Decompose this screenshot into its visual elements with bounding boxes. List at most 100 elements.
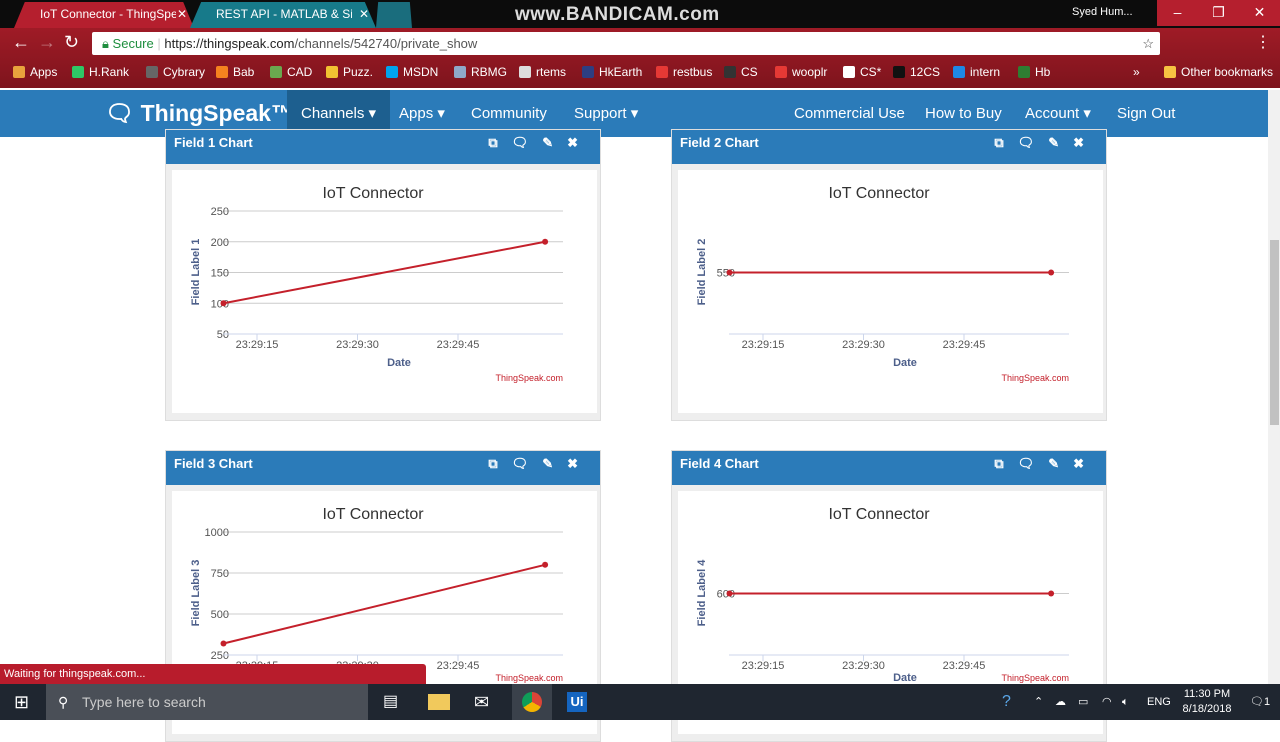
edit-icon[interactable]: ✎ <box>1048 456 1074 471</box>
logo-speech-icon: 🗨︎ <box>105 100 135 126</box>
bookmark-cad[interactable]: CAD <box>270 65 312 79</box>
separator: | <box>157 36 165 51</box>
bookmark-hkearth[interactable]: HkEarth <box>582 65 642 79</box>
clock[interactable]: 11:30 PM 8/18/2018 <box>1182 687 1232 717</box>
bookmark-restbus[interactable]: restbus <box>656 65 712 79</box>
bookmark-puzz[interactable]: Puzz. <box>326 65 373 79</box>
task-view-icon[interactable]: ▤ <box>383 693 399 710</box>
comment-icon[interactable]: 🗨︎ <box>1017 135 1049 150</box>
bookmark-label: intern <box>970 65 1001 79</box>
edit-icon[interactable]: ✎ <box>1048 135 1074 150</box>
tab-rest-api[interactable]: REST API - MATLAB & Si ✕ <box>190 2 376 28</box>
wifi-icon[interactable]: ◠ <box>1102 696 1112 708</box>
help-icon[interactable]: ? <box>1002 693 1011 710</box>
close-tab-icon[interactable]: ✕ <box>176 7 187 21</box>
uipath-icon[interactable]: Ui <box>567 692 587 712</box>
bookmark-rbmg[interactable]: RBMG <box>454 65 507 79</box>
chevron-up-icon[interactable]: ⌃ <box>1034 696 1044 708</box>
bookmark-bab[interactable]: Bab <box>216 65 254 79</box>
close-icon[interactable]: ✖ <box>567 135 592 150</box>
bookmark-12cs[interactable]: 12CS <box>893 65 940 79</box>
windows-start-icon[interactable]: ⊞ <box>14 692 30 712</box>
taskbar-search[interactable]: ⚲ Type here to search <box>46 684 368 720</box>
tab-title: IoT Connector - ThingSpe <box>40 7 176 21</box>
bookmark-intern[interactable]: intern <box>953 65 1000 79</box>
forward-icon[interactable]: → <box>38 32 56 52</box>
tab-iot-connector[interactable]: IoT Connector - ThingSpe ✕ <box>14 2 194 28</box>
bookmark-cs[interactable]: CS* <box>843 65 881 79</box>
nav-how[interactable]: How to Buy <box>925 105 1002 122</box>
panel-title: Field 3 Chart <box>174 456 253 471</box>
panel-header: Field 3 Chart ⧉🗨︎✎✖ <box>166 451 600 485</box>
bookmark-rtems[interactable]: rtems <box>519 65 566 79</box>
menu-icon[interactable]: ⋮ <box>1255 34 1271 51</box>
bookmark-icon <box>519 66 531 78</box>
bookmark-hb[interactable]: Hb <box>1018 65 1050 79</box>
bookmark-hrank[interactable]: H.Rank <box>72 65 129 79</box>
nav-commercial[interactable]: Commercial Use <box>794 105 905 122</box>
bookmark-icon <box>454 66 466 78</box>
open-external-icon[interactable]: ⧉ <box>488 456 512 471</box>
y-axis-label: Field Label 3 <box>190 560 202 627</box>
bookmark-label: HkEarth <box>599 65 643 79</box>
chrome-taskbar-button[interactable] <box>512 684 552 720</box>
comment-icon[interactable]: 🗨︎ <box>1017 456 1049 471</box>
y-axis-label: Field Label 2 <box>696 239 708 306</box>
bookmark-wooplr[interactable]: wooplr <box>775 65 827 79</box>
notification-count: 1 <box>1263 696 1271 708</box>
bookmark-label: restbus <box>673 65 713 79</box>
other-bookmarks-label: Other bookmarks <box>1181 65 1274 79</box>
close-icon[interactable]: ✖ <box>567 456 592 471</box>
x-tick-label: 23:29:30 <box>336 339 379 351</box>
star-icon[interactable]: ☆ <box>1142 36 1154 51</box>
bookmark-icon <box>724 66 736 78</box>
nav-community[interactable]: Community <box>471 105 547 122</box>
comment-icon[interactable]: 🗨︎ <box>511 456 543 471</box>
back-icon[interactable]: ← <box>12 32 30 52</box>
reload-icon[interactable]: ↻ <box>64 32 80 52</box>
restore-icon[interactable]: ❐ <box>1198 0 1239 26</box>
open-external-icon[interactable]: ⧉ <box>488 135 512 150</box>
nav-support[interactable]: Support ▾ <box>574 105 639 122</box>
minimize-icon[interactable]: – <box>1157 0 1198 26</box>
bookmark-apps[interactable]: Apps <box>13 65 57 79</box>
close-window-icon[interactable]: ✕ <box>1239 0 1280 26</box>
close-icon[interactable]: ✖ <box>1073 135 1098 150</box>
open-external-icon[interactable]: ⧉ <box>994 456 1018 471</box>
mail-icon[interactable]: ✉ <box>474 692 490 712</box>
bookmark-cs[interactable]: CS <box>724 65 758 79</box>
edit-icon[interactable]: ✎ <box>542 135 568 150</box>
scrollbar-thumb[interactable] <box>1270 240 1279 425</box>
other-bookmarks[interactable]: Other bookmarks <box>1164 65 1273 79</box>
profile-name[interactable]: Syed Hum... <box>1072 6 1133 18</box>
bookmark-icon <box>1018 66 1030 78</box>
y-tick-label: 150 <box>211 268 229 280</box>
language-indicator[interactable]: ENG <box>1147 696 1171 708</box>
nav-account[interactable]: Account ▾ <box>1025 105 1091 122</box>
new-tab-button[interactable] <box>376 2 412 28</box>
bookmark-cybrary[interactable]: Cybrary <box>146 65 205 79</box>
nav-apps[interactable]: Apps ▾ <box>399 105 445 122</box>
battery-icon[interactable]: ▭ <box>1078 696 1089 708</box>
bookmark-label: Puzz. <box>343 65 374 79</box>
address-bar[interactable]: 🔒︎ Secure | https://thingspeak.com/chann… <box>92 32 1160 55</box>
data-point <box>220 300 227 307</box>
bookmark-label: CAD <box>287 65 313 79</box>
onedrive-icon[interactable]: ☁ <box>1055 696 1066 708</box>
open-external-icon[interactable]: ⧉ <box>994 135 1018 150</box>
close-tab-icon[interactable]: ✕ <box>358 7 369 21</box>
volume-icon[interactable]: 🔈︎ <box>1122 696 1129 708</box>
file-explorer-icon[interactable] <box>428 694 450 710</box>
bookmarks-overflow-button[interactable]: » <box>1133 65 1140 79</box>
comment-icon[interactable]: 🗨︎ <box>511 135 543 150</box>
thingspeak-logo[interactable]: 🗨︎ ThingSpeak™ <box>105 90 294 137</box>
close-icon[interactable]: ✖ <box>1073 456 1098 471</box>
bookmark-msdn[interactable]: MSDN <box>386 65 438 79</box>
nav-sign[interactable]: Sign Out <box>1117 105 1176 122</box>
search-icon: ⚲ <box>58 694 69 710</box>
bookmark-icon <box>326 66 338 78</box>
lock-icon: 🔒︎ <box>102 36 109 51</box>
notifications-icon[interactable]: 🗨︎1 <box>1250 696 1271 708</box>
edit-icon[interactable]: ✎ <box>542 456 568 471</box>
